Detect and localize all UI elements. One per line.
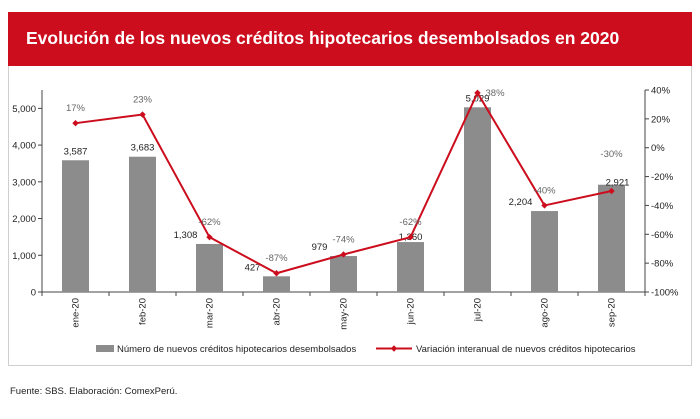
bar bbox=[598, 184, 625, 292]
y-right-tick-label: 20% bbox=[651, 114, 671, 125]
y-right-tick-label: -80% bbox=[651, 259, 674, 270]
bar-value-label: 5,029 bbox=[466, 93, 490, 104]
line-value-label: 23% bbox=[133, 95, 153, 106]
bar bbox=[464, 107, 491, 292]
y-left-tick-label: 2,000 bbox=[12, 214, 36, 225]
line-point bbox=[474, 89, 481, 97]
line-value-label: -62% bbox=[198, 217, 221, 228]
line-series: 17% 23% -62% -87% -74% -62% 38% -40% -30% bbox=[66, 88, 623, 277]
x-tick-label: sep-20 bbox=[607, 298, 618, 327]
x-tick-label: abr-20 bbox=[272, 298, 283, 325]
bar-value-label: 2,921 bbox=[606, 178, 630, 189]
y-left-tick-label: 5,000 bbox=[12, 104, 36, 115]
bar bbox=[330, 256, 357, 292]
bar-value-label: 3,683 bbox=[131, 143, 155, 154]
x-tick-label: jul-20 bbox=[473, 298, 484, 322]
line-point bbox=[340, 251, 347, 258]
bar-value-label: 3,587 bbox=[64, 146, 88, 157]
y-right-tick-label: -100% bbox=[651, 288, 679, 299]
y-right-tick-label: -20% bbox=[651, 172, 674, 183]
chart-title-bar: Evolución de los nuevos créditos hipotec… bbox=[8, 12, 692, 66]
y-left-tick-label: 3,000 bbox=[12, 177, 36, 188]
y-right-tick-label: -40% bbox=[651, 201, 674, 212]
bar-series: 3,5873,6831,3084279791,3605,0292,2042,92… bbox=[62, 93, 629, 292]
line-point bbox=[72, 119, 79, 127]
legend-line-marker bbox=[390, 345, 398, 352]
bar-value-label: 979 bbox=[312, 242, 328, 253]
legend-bar-label: Número de nuevos créditos hipotecarios d… bbox=[117, 344, 356, 355]
bar-value-label: 2,204 bbox=[509, 197, 533, 208]
line-value-label: -62% bbox=[399, 217, 422, 228]
y-right-tick-label: 0% bbox=[651, 143, 665, 154]
chart-frame bbox=[8, 66, 692, 366]
bar bbox=[263, 276, 290, 292]
bar bbox=[129, 156, 156, 292]
source-note: Fuente: SBS. Elaboración: ComexPerú. bbox=[10, 386, 178, 397]
y-right-tick-label: -60% bbox=[651, 230, 674, 241]
legend-bar-swatch bbox=[96, 345, 114, 352]
bar bbox=[62, 160, 89, 292]
y-left-tick-label: 0 bbox=[31, 288, 36, 299]
x-tick-label: ago-20 bbox=[540, 298, 551, 328]
line-point bbox=[541, 202, 548, 209]
line-value-label: -74% bbox=[332, 234, 355, 245]
y-left-tick-label: 1,000 bbox=[12, 251, 36, 262]
bar-value-label: 1,308 bbox=[174, 230, 198, 241]
y-left-tick-label: 4,000 bbox=[12, 141, 36, 152]
x-tick-label: ene-20 bbox=[71, 298, 82, 328]
x-tick-label: feb-20 bbox=[138, 298, 149, 325]
line-point bbox=[608, 187, 615, 195]
legend: Número de nuevos créditos hipotecarios d… bbox=[96, 344, 636, 355]
bar-value-label: 427 bbox=[245, 262, 261, 273]
line-value-label: -87% bbox=[265, 253, 288, 264]
legend-line-label: Variación interanual de nuevos créditos … bbox=[416, 344, 636, 355]
line-point bbox=[139, 111, 146, 118]
axes: 0 1,000 2,000 3,000 4,000 5,000 -100% -80% -60% -… bbox=[12, 86, 679, 330]
bar bbox=[397, 242, 424, 292]
line-value-label: -40% bbox=[533, 185, 556, 196]
line-value-label: 38% bbox=[486, 88, 506, 99]
x-tick-label: mar-20 bbox=[205, 298, 216, 328]
line-value-label: 17% bbox=[66, 103, 86, 114]
line-point bbox=[407, 233, 414, 241]
y-right-tick-label: 40% bbox=[651, 86, 671, 97]
bar bbox=[531, 211, 558, 292]
x-tick-label: may-20 bbox=[339, 298, 350, 330]
bar bbox=[196, 243, 223, 292]
line-point bbox=[273, 270, 280, 277]
line-value-label: -30% bbox=[600, 149, 623, 160]
line-point bbox=[206, 233, 213, 241]
x-tick-label: jun-20 bbox=[406, 298, 417, 325]
chart-title: Evolución de los nuevos créditos hipotec… bbox=[26, 28, 620, 48]
combo-chart: 0 1,000 2,000 3,000 4,000 5,000 -100% -80% -60% -… bbox=[12, 86, 679, 356]
